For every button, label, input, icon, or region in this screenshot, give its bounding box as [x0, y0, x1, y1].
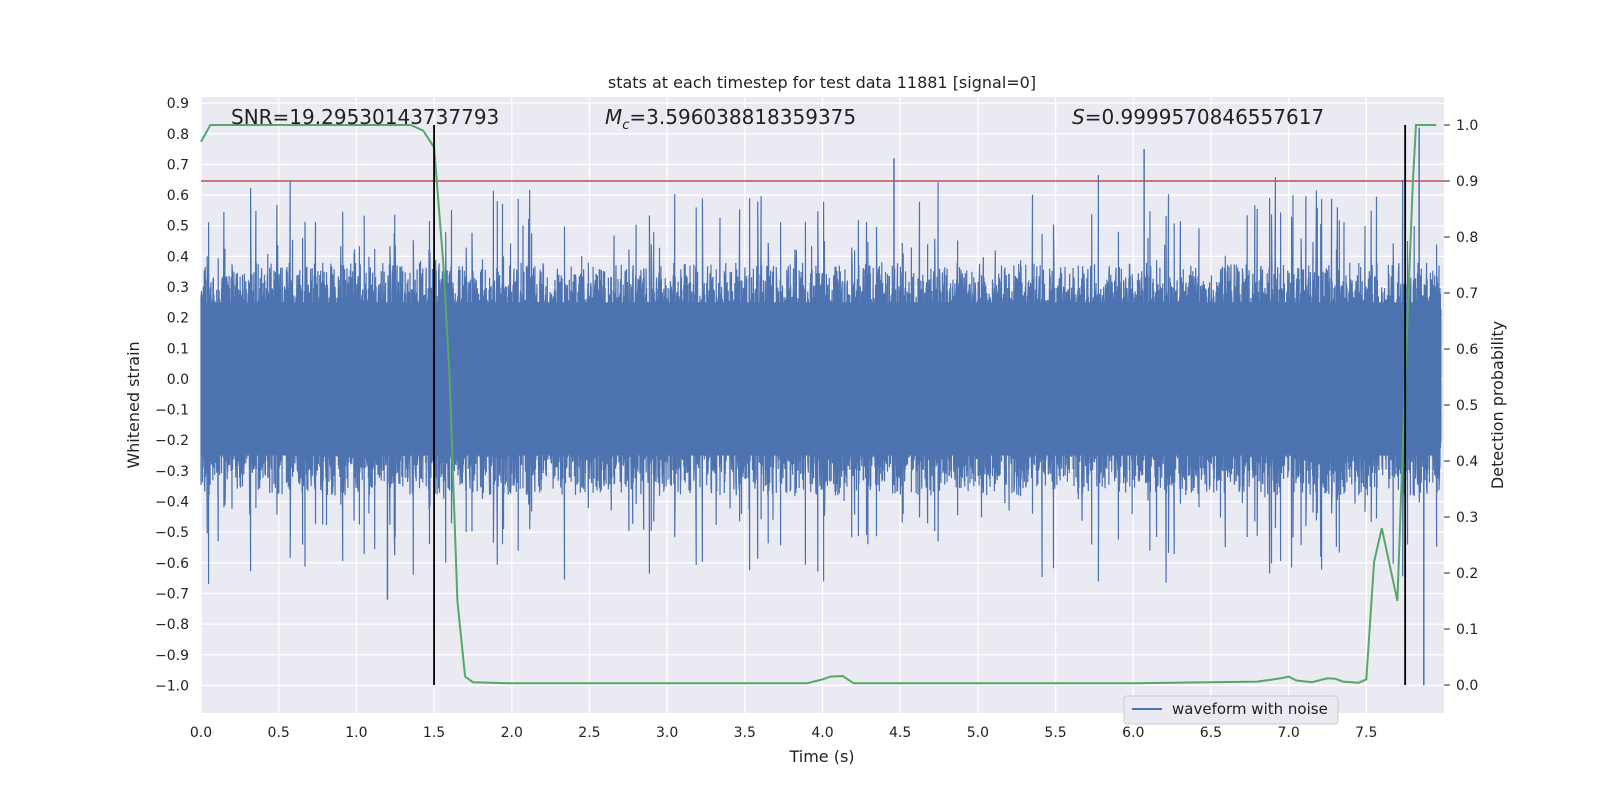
chart-title: stats at each timestep for test data 118…	[608, 73, 1036, 92]
y-tick-label: 0.0	[167, 372, 189, 388]
y-tick-label: 0.8	[167, 127, 189, 143]
x-tick-label: 1.0	[345, 725, 367, 741]
y-tick-label: −0.4	[155, 495, 189, 511]
s-annotation: S=0.9999570846557617	[1072, 105, 1324, 129]
y-tick-label: 0.4	[167, 249, 189, 265]
x-axis-label: Time (s)	[788, 747, 854, 766]
x-tick-label: 1.5	[423, 725, 445, 741]
y-tick-label: 0.7	[167, 157, 189, 173]
y2-tick-label: 0.3	[1456, 510, 1478, 526]
y-tick-label: −0.3	[155, 464, 189, 480]
y-tick-label: −0.6	[155, 556, 189, 572]
y2-tick-label: 0.9	[1456, 174, 1478, 190]
x-tick-label: 4.5	[889, 725, 911, 741]
y2-tick-label: 0.7	[1456, 286, 1478, 302]
x-tick-label: 6.5	[1200, 725, 1222, 741]
x-tick-label: 2.5	[578, 725, 600, 741]
y2-tick-label: 0.0	[1456, 678, 1478, 694]
y-tick-label: −1.0	[155, 678, 189, 694]
legend-box	[1123, 695, 1339, 725]
x-tick-label: 5.5	[1044, 725, 1066, 741]
y2-tick-label: 0.2	[1456, 566, 1478, 582]
y2-tick-label: 0.5	[1456, 398, 1478, 414]
legend: waveform with noise	[1123, 695, 1339, 725]
y2-tick-label: 0.8	[1456, 230, 1478, 246]
y-tick-label: −0.1	[155, 403, 189, 419]
x-tick-labels: 0.0 0.5 1.0 1.5 2.0 2.5 3.0 3.5 4.0 4.5 5.0 5.5 6.0 6…	[190, 725, 1378, 741]
y-tick-label: 0.3	[167, 280, 189, 296]
y-tick-label: −0.8	[155, 617, 189, 633]
y-tick-label: 0.6	[167, 188, 189, 204]
waveform-core	[201, 302, 1432, 456]
y2-tick-label: 0.4	[1456, 454, 1478, 470]
x-tick-label: 6.0	[1122, 725, 1144, 741]
y2-tick-label: 0.1	[1456, 622, 1478, 638]
y-tick-label: −0.2	[155, 433, 189, 449]
y-tick-label: −0.7	[155, 586, 189, 602]
snr-annotation: SNR=19.29530143737793	[231, 105, 499, 129]
vertical-markers	[433, 125, 1407, 685]
detection-probability-series	[200, 124, 1437, 685]
y-tick-label: −0.5	[155, 525, 189, 541]
x-tick-label: 7.5	[1355, 725, 1377, 741]
y-tick-label: 0.9	[167, 96, 189, 112]
y2-tick-labels: 1.0 0.9 0.8 0.7 0.6 0.5 0.4 0.3 0.2 0.1 0.0	[1444, 118, 1478, 694]
x-tick-label: 4.0	[811, 725, 833, 741]
x-tick-label: 3.0	[656, 725, 678, 741]
y-tick-label: 0.2	[167, 311, 189, 327]
y-axis-label: Whitened strain	[124, 341, 143, 468]
x-tick-label: 0.5	[268, 725, 290, 741]
probability-line	[200, 124, 1437, 685]
y2-axis-label: Detection probability	[1488, 321, 1507, 489]
y2-tick-label: 1.0	[1456, 118, 1478, 134]
y-tick-label: 0.5	[167, 219, 189, 235]
waveform-series	[200, 127, 1442, 686]
y-tick-label: 0.1	[167, 341, 189, 357]
x-tick-label: 7.0	[1277, 725, 1299, 741]
x-tick-label: 3.5	[734, 725, 756, 741]
legend-label: waveform with noise	[1172, 700, 1328, 718]
x-tick-label: 2.0	[501, 725, 523, 741]
y-tick-label: −0.9	[155, 648, 189, 664]
x-tick-label: 0.0	[190, 725, 212, 741]
x-tick-label: 5.0	[967, 725, 989, 741]
chirp-mass-annotation: Mc=3.596038818359375	[605, 105, 856, 133]
y2-tick-label: 0.6	[1456, 342, 1478, 358]
y-tick-labels: 0.9 0.8 0.7 0.6 0.5 0.4 0.3 0.2 0.1 0.0 −0.1 −0.2 −0…	[155, 96, 189, 694]
